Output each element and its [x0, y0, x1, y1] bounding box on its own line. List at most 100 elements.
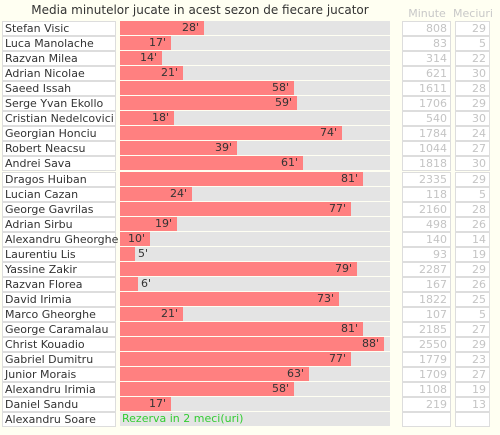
minutes-cell: 2550: [402, 337, 451, 353]
player-name: Robert Neacsu: [2, 141, 116, 157]
bar: [120, 306, 183, 321]
bar-label: 88': [362, 337, 380, 351]
bar-track: [120, 397, 390, 412]
minutes-cell: 1822: [402, 291, 451, 307]
player-name: Luca Manolache: [2, 36, 116, 52]
bar-label: 79': [335, 261, 353, 275]
bar: [120, 337, 384, 352]
minutes-cell: 1108: [402, 382, 451, 398]
matches-cell: 19: [455, 246, 490, 262]
minutes-cell: 167: [402, 276, 451, 292]
matches-cell: [455, 412, 490, 428]
player-name: Alexandru Gheorghe: [2, 231, 118, 247]
bar-label: 17': [149, 397, 167, 411]
bar: [120, 156, 303, 171]
bar: [120, 186, 192, 201]
bar: [120, 246, 135, 261]
bar: [120, 96, 297, 111]
bar-track: [120, 276, 390, 291]
matches-cell: 27: [455, 367, 490, 383]
minutes-cell: 107: [402, 306, 451, 322]
matches-cell: 24: [455, 126, 490, 142]
matches-cell: 25: [455, 291, 490, 307]
bar: [120, 216, 177, 231]
matches-cell: 22: [455, 51, 490, 67]
matches-cell: 29: [455, 171, 490, 187]
bar: [120, 36, 171, 51]
minutes-cell: 621: [402, 66, 451, 82]
minutes-cell: 140: [402, 231, 451, 247]
matches-cell: 29: [455, 261, 490, 277]
minutes-cell: 219: [402, 397, 451, 413]
bar-track: [120, 216, 390, 231]
bar-label: 59': [275, 96, 293, 110]
bar: [120, 171, 363, 186]
bar-label: 10': [128, 231, 146, 245]
minutes-cell: 83: [402, 36, 451, 52]
bar-label: 77': [329, 201, 347, 215]
bar-label: 18': [152, 111, 170, 125]
matches-cell: 30: [455, 156, 490, 172]
bar-label: 5': [138, 246, 149, 260]
minutes-cell: 2287: [402, 261, 451, 277]
matches-cell: 26: [455, 216, 490, 232]
bar-track: [120, 231, 390, 246]
note: Rezerva in 2 meci(uri): [122, 412, 244, 426]
player-name: Cristian Nedelcovici: [2, 111, 116, 127]
bar-track: [120, 111, 390, 126]
matches-cell: 30: [455, 66, 490, 82]
matches-cell: 23: [455, 352, 490, 368]
player-name: Adrian Nicolae: [2, 66, 116, 82]
bar-label: 21': [161, 66, 179, 80]
minutes-cell: 1611: [402, 81, 451, 97]
bar-label: 6': [141, 276, 152, 290]
matches-cell: 28: [455, 201, 490, 217]
bar-track: [120, 412, 390, 427]
player-name: Alexandru Irimia: [2, 382, 116, 398]
bar-label: 74': [320, 126, 338, 140]
minutes-cell: 2160: [402, 201, 451, 217]
bar: [120, 322, 363, 336]
minutes-cell: 540: [402, 111, 451, 127]
bar-track: [120, 51, 390, 66]
matches-cell: 14: [455, 231, 490, 247]
matches-cell: 13: [455, 397, 490, 413]
bar: [120, 367, 309, 382]
bar-track: [120, 66, 390, 81]
matches-cell: 27: [455, 322, 490, 337]
player-name: Serge Yvan Ekollo: [2, 96, 116, 112]
bar-label: 81': [341, 322, 359, 335]
player-name: Junior Morais: [2, 367, 116, 383]
minutes-cell: 1044: [402, 141, 451, 157]
player-name: Daniel Sandu: [2, 397, 116, 413]
bar: [120, 111, 174, 126]
bar-label: 63': [287, 367, 305, 381]
bar-label: 14': [140, 51, 158, 65]
player-name: Saeed Issah: [2, 81, 116, 97]
player-name: Adrian Sirbu: [2, 216, 116, 232]
matches-header: Meciuri: [453, 7, 493, 20]
player-name: Alexandru Soare: [2, 412, 116, 428]
bar: [120, 352, 351, 367]
bar: [120, 66, 183, 81]
player-name: David Irimia: [2, 291, 116, 307]
bar-label: 39': [215, 141, 233, 155]
minutes-cell: 1818: [402, 156, 451, 172]
bar-label: 77': [329, 352, 347, 366]
minutes-header: Minute: [408, 7, 446, 20]
bar-label: 61': [281, 156, 299, 170]
bar-label: 24': [170, 186, 188, 200]
minutes-cell: 498: [402, 216, 451, 232]
matches-cell: 29: [455, 96, 490, 112]
bar: [120, 126, 342, 141]
minutes-cell: 808: [402, 21, 451, 36]
player-name: Laurentiu Lis: [2, 246, 116, 262]
matches-cell: 5: [455, 36, 490, 52]
player-name: Stefan Visic: [2, 21, 116, 36]
bar: [120, 382, 294, 397]
player-name: Razvan Florea: [2, 276, 116, 292]
matches-cell: 30: [455, 111, 490, 127]
minutes-cell: 1706: [402, 96, 451, 112]
player-name: George Caramalau: [2, 322, 116, 337]
